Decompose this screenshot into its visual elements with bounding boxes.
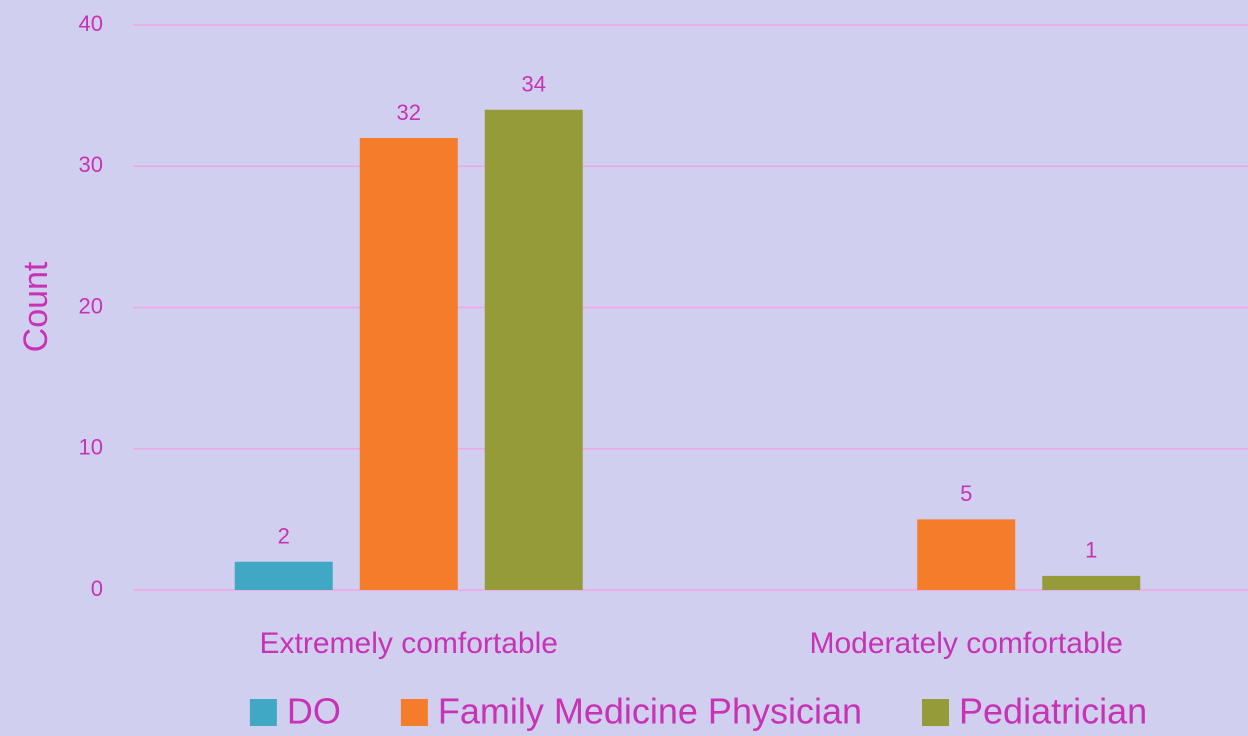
legend-swatch [249,699,277,726]
data-label: 1 [1085,538,1097,563]
legend-label: Family Medicine Physician [438,691,862,732]
legend-swatch [922,699,950,726]
legend-swatch [400,699,428,726]
legend-label: DO [287,691,341,732]
data-label: 5 [960,481,972,506]
x-tick-label: Extremely comfortable [260,627,558,660]
y-tick-label: 10 [79,435,103,460]
bar [234,561,333,590]
bar [359,138,458,590]
y-tick-label: 0 [91,576,103,601]
data-label: 34 [522,72,546,97]
x-tick-label: Moderately comfortable [810,627,1123,660]
y-tick-label: 40 [79,11,103,36]
y-tick-label: 30 [79,152,103,177]
bar [1042,575,1141,590]
bar [917,519,1016,590]
data-label: 32 [397,100,421,125]
data-label: 2 [278,524,290,549]
y-axis-label: Count [17,261,55,352]
legend-label: Pediatrician [959,691,1147,732]
bar [484,109,583,590]
y-tick-label: 20 [79,293,103,318]
